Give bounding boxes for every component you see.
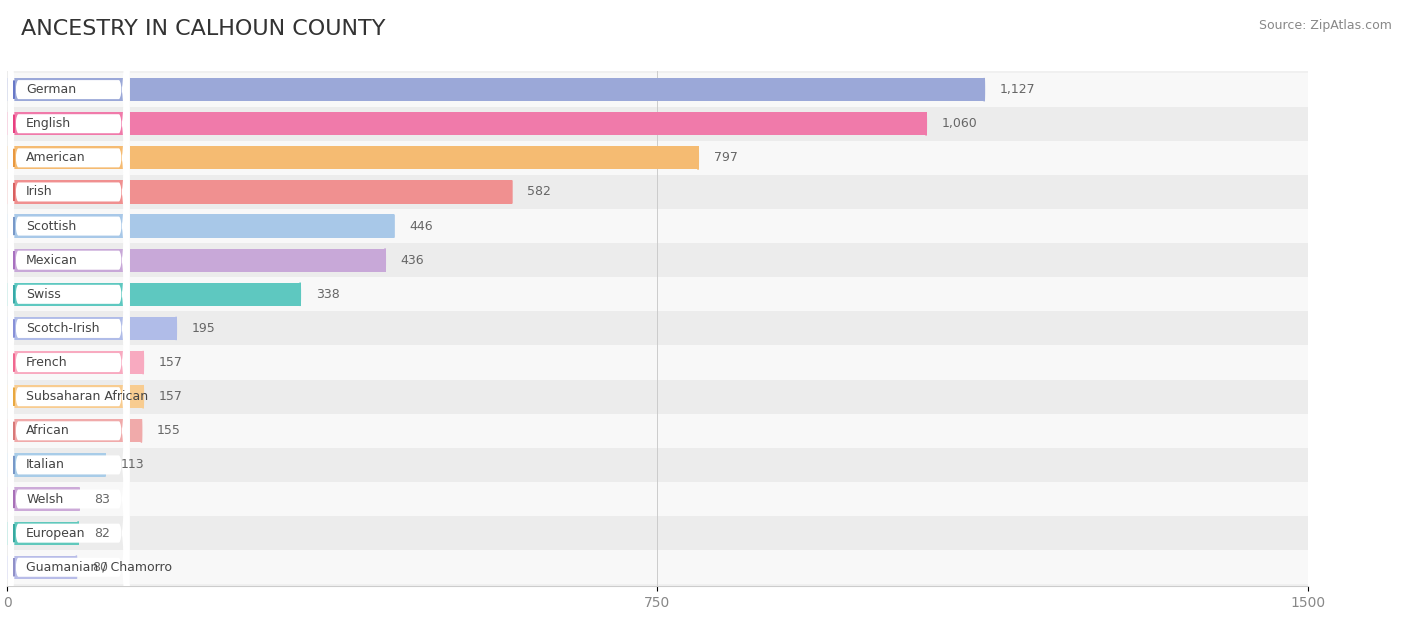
Text: 436: 436 <box>401 254 425 267</box>
FancyBboxPatch shape <box>8 65 129 644</box>
Text: 797: 797 <box>714 151 738 164</box>
FancyBboxPatch shape <box>8 0 129 644</box>
Bar <box>7 522 79 545</box>
Bar <box>7 180 512 204</box>
Bar <box>7 488 79 511</box>
FancyBboxPatch shape <box>8 0 129 644</box>
Text: English: English <box>27 117 72 130</box>
Text: 157: 157 <box>159 356 183 369</box>
Bar <box>0 550 1406 584</box>
FancyBboxPatch shape <box>8 0 129 489</box>
Bar <box>0 312 1406 345</box>
Bar <box>7 112 927 135</box>
Bar <box>0 73 1406 107</box>
Bar <box>7 385 143 408</box>
Text: Scottish: Scottish <box>27 220 76 232</box>
Bar <box>0 379 1406 413</box>
Bar <box>7 317 176 340</box>
Text: 83: 83 <box>94 493 111 506</box>
Bar <box>7 283 299 306</box>
Text: Source: ZipAtlas.com: Source: ZipAtlas.com <box>1258 19 1392 32</box>
Text: 82: 82 <box>94 527 110 540</box>
FancyBboxPatch shape <box>8 31 129 644</box>
Text: 1,127: 1,127 <box>1000 83 1035 96</box>
Bar <box>0 141 1406 175</box>
FancyBboxPatch shape <box>8 99 129 644</box>
Text: African: African <box>27 424 70 437</box>
Text: American: American <box>27 151 86 164</box>
FancyBboxPatch shape <box>8 133 129 644</box>
FancyBboxPatch shape <box>8 0 129 524</box>
Text: German: German <box>27 83 76 96</box>
Text: Welsh: Welsh <box>27 493 63 506</box>
Bar <box>7 453 105 477</box>
Bar <box>0 107 1406 141</box>
Text: Guamanian / Chamorro: Guamanian / Chamorro <box>27 561 172 574</box>
Bar <box>7 249 385 272</box>
Bar <box>0 413 1406 448</box>
FancyBboxPatch shape <box>8 0 129 558</box>
Text: 338: 338 <box>316 288 339 301</box>
Text: 1,060: 1,060 <box>942 117 977 130</box>
FancyBboxPatch shape <box>8 0 129 592</box>
Bar <box>0 243 1406 278</box>
Text: 80: 80 <box>91 561 108 574</box>
Bar <box>0 516 1406 550</box>
Text: 446: 446 <box>409 220 433 232</box>
Bar <box>0 482 1406 516</box>
Text: 155: 155 <box>157 424 181 437</box>
Bar <box>7 556 76 579</box>
Text: French: French <box>27 356 67 369</box>
FancyBboxPatch shape <box>8 0 129 626</box>
FancyBboxPatch shape <box>8 167 129 644</box>
FancyBboxPatch shape <box>8 0 129 644</box>
Text: 113: 113 <box>121 459 145 471</box>
Text: ANCESTRY IN CALHOUN COUNTY: ANCESTRY IN CALHOUN COUNTY <box>21 19 385 39</box>
Text: Mexican: Mexican <box>27 254 77 267</box>
Bar <box>7 146 697 169</box>
Bar <box>7 351 143 374</box>
Text: Irish: Irish <box>27 185 53 198</box>
Bar <box>7 214 394 238</box>
Bar <box>0 448 1406 482</box>
Text: 157: 157 <box>159 390 183 403</box>
Bar <box>0 175 1406 209</box>
Text: Subsaharan African: Subsaharan African <box>27 390 148 403</box>
Text: Scotch-Irish: Scotch-Irish <box>27 322 100 335</box>
FancyBboxPatch shape <box>8 0 129 644</box>
Text: Swiss: Swiss <box>27 288 60 301</box>
Bar <box>0 345 1406 379</box>
Text: 195: 195 <box>191 322 215 335</box>
FancyBboxPatch shape <box>8 0 129 644</box>
Bar <box>7 419 142 442</box>
Bar <box>0 209 1406 243</box>
Text: 582: 582 <box>527 185 551 198</box>
Bar <box>7 78 984 101</box>
Text: European: European <box>27 527 86 540</box>
Bar <box>0 278 1406 312</box>
Text: Italian: Italian <box>27 459 65 471</box>
